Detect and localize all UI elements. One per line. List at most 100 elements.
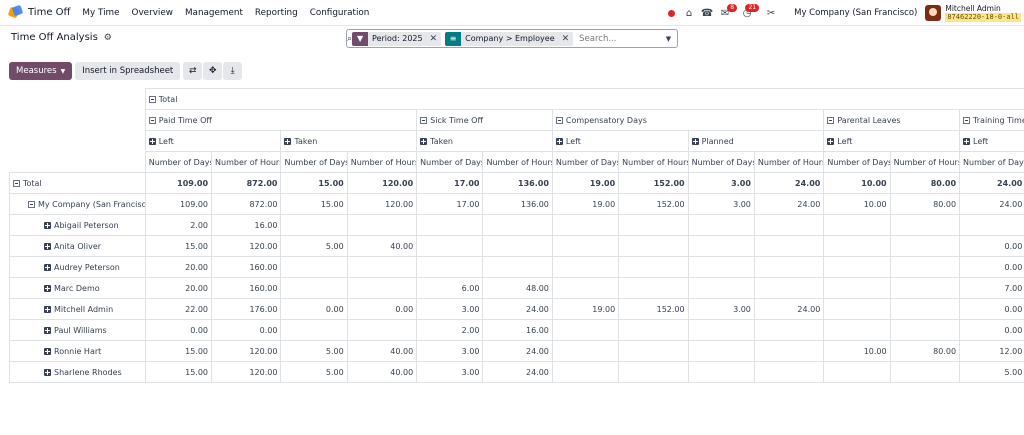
pivot-cell[interactable]: [823, 256, 891, 278]
activities-icon[interactable]: ◷ 21: [738, 0, 760, 26]
pivot-cell[interactable]: [889, 235, 961, 257]
pivot-cell[interactable]: [482, 256, 553, 278]
pivot-cell[interactable]: [618, 214, 689, 236]
pivot-cell[interactable]: 120.00: [211, 340, 282, 362]
pivot-cell[interactable]: 24.00: [753, 172, 825, 194]
col-header-type[interactable]: Paid Time Off: [144, 109, 418, 131]
pivot-cell[interactable]: [551, 235, 620, 257]
pivot-cell[interactable]: [687, 235, 755, 257]
pivot-cell[interactable]: 6.00: [416, 277, 484, 299]
pivot-cell[interactable]: 40.00: [346, 340, 418, 362]
pivot-cell[interactable]: 0.00: [959, 256, 1024, 278]
gear-icon[interactable]: ⚙: [103, 32, 112, 43]
pivot-cell[interactable]: 20.00: [144, 277, 213, 299]
pivot-cell[interactable]: 16.00: [482, 319, 553, 341]
menu-management[interactable]: Management: [184, 7, 243, 18]
measure-header[interactable]: Number of Hours: [618, 151, 689, 173]
debug-tools-icon[interactable]: ✂: [766, 7, 776, 19]
row-header[interactable]: Marc Demo: [9, 277, 146, 299]
pivot-cell[interactable]: 15.00: [144, 361, 213, 383]
pivot-cell[interactable]: [618, 340, 689, 362]
pivot-cell[interactable]: 5.00: [280, 340, 348, 362]
measure-header[interactable]: Number of Hours: [346, 151, 418, 173]
col-header-state[interactable]: Left: [551, 130, 689, 152]
measure-header[interactable]: Number of Days: [280, 151, 348, 173]
pivot-cell[interactable]: [551, 340, 620, 362]
pivot-cell[interactable]: 24.00: [482, 340, 553, 362]
pivot-cell[interactable]: [280, 277, 348, 299]
pivot-cell[interactable]: [687, 277, 755, 299]
pivot-cell[interactable]: [280, 256, 348, 278]
pivot-cell[interactable]: [618, 319, 689, 341]
measure-header[interactable]: Number of Hours: [753, 151, 825, 173]
pivot-cell[interactable]: 3.00: [416, 298, 484, 320]
col-header-type[interactable]: Sick Time Off: [416, 109, 553, 131]
pivot-cell[interactable]: [416, 214, 484, 236]
pivot-cell[interactable]: 20.00: [144, 256, 213, 278]
menu-reporting[interactable]: Reporting: [254, 7, 298, 18]
pivot-cell[interactable]: [346, 319, 418, 341]
pivot-cell[interactable]: 5.00: [959, 361, 1024, 383]
row-header[interactable]: Mitchell Admin: [9, 298, 146, 320]
measure-header[interactable]: Number of Days: [144, 151, 213, 173]
row-header[interactable]: Paul Williams: [9, 319, 146, 341]
pivot-cell[interactable]: [753, 256, 825, 278]
chevron-down-icon[interactable]: ▼: [665, 34, 672, 43]
pivot-cell[interactable]: 3.00: [416, 361, 484, 383]
pivot-cell[interactable]: [959, 214, 1024, 236]
flip-axis-icon[interactable]: ⇄: [183, 62, 203, 80]
pivot-cell[interactable]: [346, 277, 418, 299]
pivot-cell[interactable]: 176.00: [211, 298, 282, 320]
pivot-cell[interactable]: [823, 361, 891, 383]
pivot-cell[interactable]: [823, 298, 891, 320]
pivot-cell[interactable]: 136.00: [482, 172, 553, 194]
pivot-cell[interactable]: 22.00: [144, 298, 213, 320]
company-switcher[interactable]: My Company (San Francisco): [794, 8, 918, 18]
home-icon[interactable]: ⌂: [685, 7, 693, 19]
col-header-state[interactable]: Left: [144, 130, 282, 152]
pivot-cell[interactable]: 5.00: [280, 235, 348, 257]
pivot-cell[interactable]: 152.00: [618, 172, 689, 194]
pivot-cell[interactable]: 0.00: [211, 319, 282, 341]
pivot-cell[interactable]: 80.00: [889, 340, 961, 362]
pivot-cell[interactable]: [823, 319, 891, 341]
measure-header[interactable]: Number of Days: [959, 151, 1024, 173]
row-header[interactable]: Abigail Peterson: [9, 214, 146, 236]
col-header-state[interactable]: Planned: [687, 130, 825, 152]
pivot-cell[interactable]: 15.00: [280, 193, 348, 215]
pivot-cell[interactable]: 24.00: [959, 172, 1024, 194]
pivot-cell[interactable]: 24.00: [753, 298, 825, 320]
pivot-cell[interactable]: 152.00: [618, 298, 689, 320]
menu-configuration[interactable]: Configuration: [309, 7, 370, 18]
pivot-cell[interactable]: 40.00: [346, 235, 418, 257]
user-avatar[interactable]: [925, 5, 942, 21]
pivot-cell[interactable]: [482, 214, 553, 236]
pivot-cell[interactable]: 152.00: [618, 193, 689, 215]
pivot-cell[interactable]: 24.00: [959, 193, 1024, 215]
pivot-cell[interactable]: 2.00: [144, 214, 213, 236]
pivot-cell[interactable]: 12.00: [959, 340, 1024, 362]
pivot-cell[interactable]: 120.00: [346, 172, 418, 194]
pivot-cell[interactable]: [823, 235, 891, 257]
remove-filter-icon[interactable]: ✕: [429, 33, 438, 44]
pivot-cell[interactable]: 16.00: [211, 214, 282, 236]
measure-header[interactable]: Number of Days: [416, 151, 484, 173]
pivot-cell[interactable]: [551, 361, 620, 383]
pivot-cell[interactable]: 0.00: [280, 298, 348, 320]
pivot-cell[interactable]: 24.00: [482, 361, 553, 383]
measure-header[interactable]: Number of Days: [551, 151, 620, 173]
pivot-cell[interactable]: 40.00: [346, 361, 418, 383]
pivot-cell[interactable]: 872.00: [211, 172, 282, 194]
pivot-cell[interactable]: [618, 277, 689, 299]
pivot-cell[interactable]: 80.00: [889, 172, 961, 194]
pivot-cell[interactable]: 0.00: [346, 298, 418, 320]
pivot-cell[interactable]: [889, 214, 961, 236]
pivot-cell[interactable]: [280, 319, 348, 341]
pivot-cell[interactable]: [889, 298, 961, 320]
row-header[interactable]: Ronnie Hart: [9, 340, 146, 362]
col-header-type[interactable]: Training Time Off: [959, 109, 1024, 131]
expand-all-icon[interactable]: ✥: [203, 62, 223, 80]
phone-icon[interactable]: ☎: [700, 7, 714, 19]
pivot-cell[interactable]: [753, 361, 825, 383]
col-header-type[interactable]: Compensatory Days: [551, 109, 825, 131]
